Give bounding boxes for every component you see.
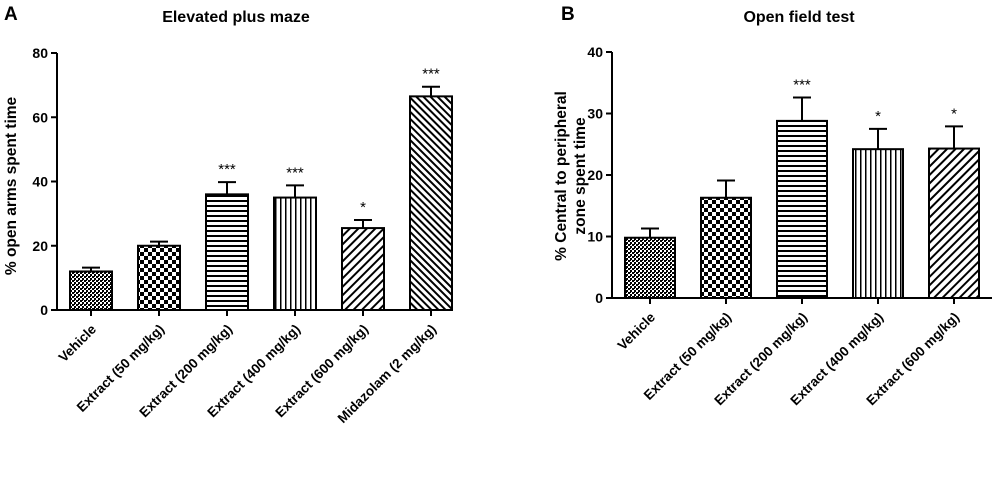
- bar: [205, 193, 249, 312]
- y-tick-label: 20: [32, 238, 48, 254]
- significance-marker: ***: [422, 66, 440, 83]
- bar: [137, 244, 181, 311]
- bar: [624, 236, 676, 299]
- chart-panel-b: B Open field test % Central to periphera…: [553, 4, 992, 408]
- y-axis-label-line-1: % Central to peripheral: [553, 91, 570, 261]
- chart-panel-a: A Elevated plus maze % open arms spent t…: [3, 4, 453, 426]
- y-axis-label-line-2: zone spent time: [572, 117, 589, 235]
- y-tick-label: 0: [40, 302, 48, 318]
- y-tick-label: 30: [587, 106, 603, 122]
- y-axis-label: % open arms spent time: [3, 96, 20, 275]
- bar: [776, 119, 828, 299]
- y-tick-label: 60: [32, 109, 48, 125]
- bar: [409, 95, 453, 312]
- bar: [928, 147, 980, 299]
- significance-marker: *: [875, 108, 881, 125]
- panel-letter: B: [561, 4, 575, 25]
- x-tick-label: Vehicle: [615, 309, 659, 353]
- y-tick-label: 0: [595, 290, 603, 306]
- bar: [852, 148, 904, 299]
- significance-marker: ***: [218, 161, 236, 178]
- y-tick-label: 10: [587, 229, 603, 245]
- y-tick-label: 40: [32, 174, 48, 190]
- significance-marker: ***: [286, 164, 304, 181]
- x-tick-label: Vehicle: [56, 321, 100, 365]
- bar: [69, 270, 113, 312]
- y-tick-label: 20: [587, 167, 603, 183]
- significance-marker: *: [360, 199, 366, 216]
- panel-letter: A: [4, 4, 18, 25]
- chart-title: Open field test: [743, 9, 855, 26]
- bar: [273, 196, 317, 311]
- y-tick-label: 80: [32, 45, 48, 61]
- bar: [700, 196, 752, 300]
- y-tick-label: 40: [587, 44, 603, 60]
- chart-title: Elevated plus maze: [162, 9, 310, 26]
- significance-marker: *: [951, 105, 957, 122]
- significance-marker: ***: [793, 77, 811, 94]
- bar: [341, 227, 385, 311]
